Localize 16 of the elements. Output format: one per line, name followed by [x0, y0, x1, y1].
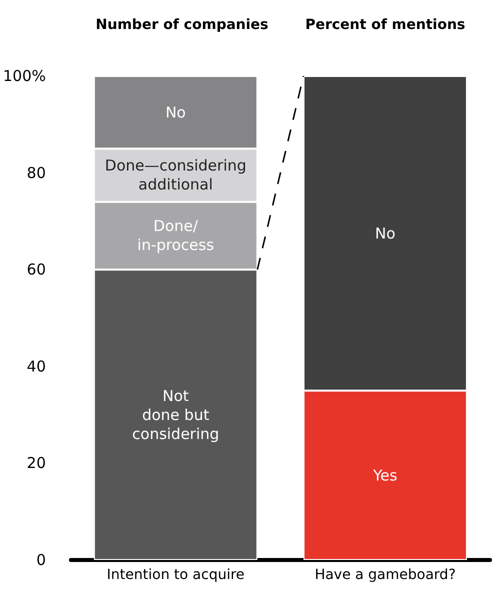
- series-label: Done—considering additional: [104, 156, 246, 194]
- series-label: No: [165, 103, 186, 122]
- series-label: No: [375, 224, 396, 242]
- text: Percent of mentions: [305, 17, 466, 33]
- text: Number of companies: [96, 17, 268, 33]
- y-tick-label: 0: [36, 551, 46, 569]
- x-tick-label: Have a gameboard?: [314, 567, 456, 583]
- y-tick-label: 40: [26, 357, 46, 376]
- series-label: Done/ in-process: [137, 217, 214, 254]
- y-tick-label: 60: [26, 260, 46, 279]
- y-tick-label: 20: [26, 454, 46, 472]
- series-label: Yes: [372, 466, 398, 484]
- x-tick-label: Intention to acquire: [106, 567, 245, 583]
- y-tick-label: 80: [26, 164, 46, 182]
- series-label: Not done but considering: [132, 386, 220, 443]
- y-tick-label: 100%: [2, 67, 46, 85]
